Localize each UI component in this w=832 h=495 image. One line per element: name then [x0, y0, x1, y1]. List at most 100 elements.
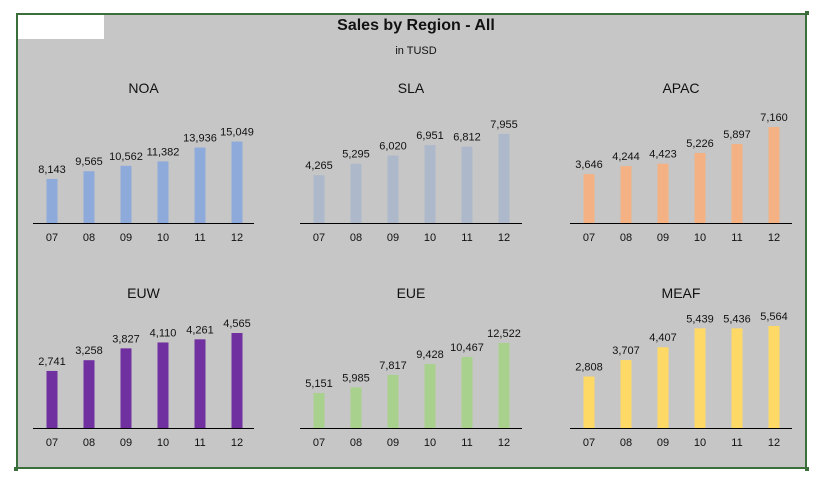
x-tick-label: 12 [498, 232, 510, 244]
data-label: 12,522 [487, 328, 521, 340]
x-tick-label: 08 [620, 232, 632, 244]
x-tick-label: 09 [120, 232, 132, 244]
bar [46, 178, 58, 223]
bar [583, 174, 595, 223]
data-label: 5,439 [686, 313, 714, 325]
data-label: 4,565 [223, 318, 251, 330]
data-label: 15,049 [220, 127, 254, 139]
bar [350, 163, 362, 223]
bar [83, 171, 95, 223]
x-tick-label: 07 [46, 232, 58, 244]
data-label: 5,985 [342, 372, 370, 384]
data-label: 3,707 [612, 345, 640, 357]
bar [461, 356, 473, 428]
bar [231, 332, 243, 428]
bar [313, 175, 325, 223]
bar [194, 339, 206, 428]
x-tick-label: 07 [583, 232, 595, 244]
data-label: 4,244 [612, 151, 640, 163]
name-box-area [18, 15, 104, 39]
bar [498, 342, 510, 428]
x-tick-label: 11 [731, 232, 742, 244]
x-tick-label: 10 [424, 232, 436, 244]
bar [424, 363, 436, 428]
x-tick-label: 10 [424, 437, 436, 449]
bar [694, 328, 706, 428]
data-label: 4,423 [649, 149, 677, 161]
x-tick-label: 09 [657, 437, 669, 449]
data-label: 9,565 [75, 156, 103, 168]
x-tick-label: 12 [768, 437, 780, 449]
bar [657, 163, 669, 223]
data-label: 5,151 [305, 378, 333, 390]
data-label: 5,436 [723, 313, 751, 325]
x-tick-label: 11 [731, 437, 742, 449]
data-label: 7,817 [379, 360, 407, 372]
resize-handle-bottom-left[interactable] [14, 467, 18, 471]
data-label: 5,295 [342, 149, 370, 161]
bar [157, 342, 169, 428]
chart-frame [16, 13, 807, 469]
x-tick-label: 09 [387, 232, 399, 244]
bar [157, 161, 169, 223]
bar [46, 370, 58, 428]
data-label: 6,812 [453, 132, 481, 144]
x-tick-label: 08 [83, 437, 95, 449]
chart-title: NOA [128, 80, 159, 96]
data-label: 8,143 [38, 164, 66, 176]
data-label: 11,382 [147, 146, 180, 158]
data-label: 5,897 [723, 129, 751, 141]
chart-title: EUE [397, 285, 426, 301]
data-label: 3,258 [75, 345, 103, 357]
bar [583, 376, 595, 428]
x-tick-label: 07 [313, 232, 325, 244]
bar [731, 328, 743, 428]
data-label: 2,741 [38, 356, 66, 368]
chart-title: MEAF [662, 285, 701, 301]
subtitle: in TUSD [395, 45, 437, 57]
x-tick-label: 09 [120, 437, 132, 449]
x-tick-label: 08 [620, 437, 632, 449]
bar [424, 145, 436, 223]
x-tick-label: 11 [461, 232, 472, 244]
bar [194, 147, 206, 223]
bar [313, 393, 325, 428]
x-tick-label: 12 [231, 437, 243, 449]
data-label: 7,955 [490, 119, 518, 131]
x-tick-label: 12 [768, 232, 780, 244]
x-tick-label: 10 [157, 437, 169, 449]
data-label: 4,407 [649, 332, 677, 344]
bar [120, 165, 132, 223]
data-label: 5,564 [760, 311, 788, 323]
data-label: 6,020 [379, 141, 407, 153]
x-tick-label: 08 [83, 232, 95, 244]
data-label: 6,951 [416, 130, 444, 142]
resize-handle-top-right[interactable] [805, 11, 809, 15]
main-title: Sales by Region - All [337, 17, 495, 34]
data-label: 9,428 [416, 349, 444, 361]
data-label: 4,110 [150, 327, 177, 339]
x-tick-label: 10 [694, 437, 706, 449]
bar [231, 141, 243, 223]
x-tick-label: 09 [657, 232, 669, 244]
bar [731, 143, 743, 223]
bar [657, 347, 669, 428]
data-label: 4,261 [186, 324, 214, 336]
data-label: 2,808 [575, 362, 603, 374]
x-tick-label: 09 [387, 437, 399, 449]
data-label: 4,265 [305, 160, 333, 172]
bar [498, 133, 510, 223]
x-tick-label: 12 [498, 437, 510, 449]
x-tick-label: 11 [194, 232, 205, 244]
x-tick-label: 08 [350, 232, 362, 244]
data-label: 10,562 [109, 151, 143, 163]
resize-handle-bottom-right[interactable] [805, 467, 809, 471]
x-tick-label: 11 [194, 437, 205, 449]
x-tick-label: 11 [461, 437, 472, 449]
x-tick-label: 07 [583, 437, 595, 449]
data-label: 7,160 [760, 112, 788, 124]
bar [461, 146, 473, 223]
bar [620, 360, 632, 428]
bar [620, 166, 632, 223]
